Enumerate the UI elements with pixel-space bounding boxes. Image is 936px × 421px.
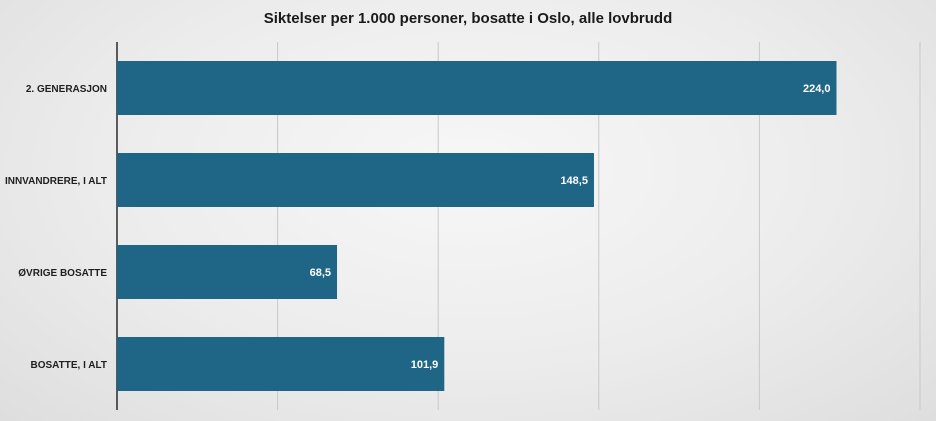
category-label: INNVANDRERE, I ALT xyxy=(5,176,107,187)
data-label: 68,5 xyxy=(310,267,331,279)
data-label: 101,9 xyxy=(411,359,439,371)
category-label: BOSATTE, I ALT xyxy=(31,360,107,371)
category-label: ØVRIGE BOSATTE xyxy=(18,268,107,279)
data-label: 224,0 xyxy=(803,83,831,95)
data-label: 148,5 xyxy=(560,175,588,187)
bar xyxy=(117,61,837,115)
chart-title: Siktelser per 1.000 personer, bosatte i … xyxy=(263,10,673,27)
bar xyxy=(117,153,594,207)
bar xyxy=(117,337,445,391)
category-label: 2. GENERASJON xyxy=(26,84,107,95)
bar xyxy=(117,245,338,299)
